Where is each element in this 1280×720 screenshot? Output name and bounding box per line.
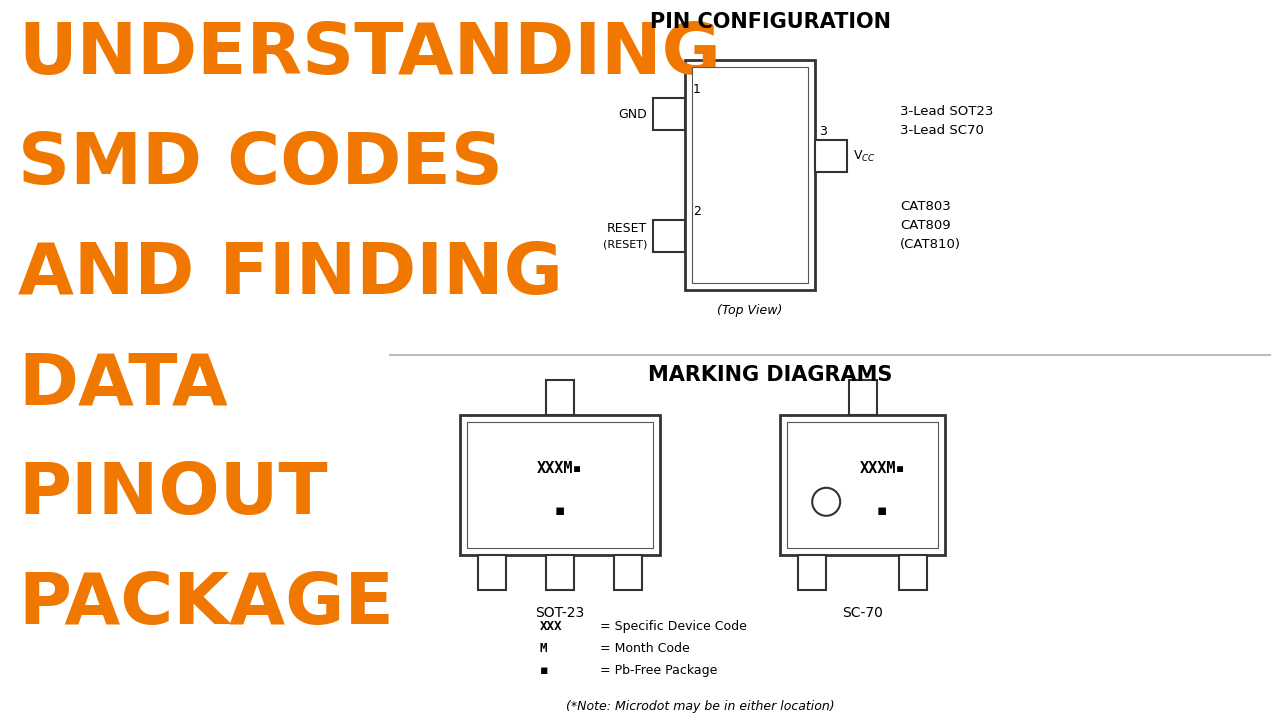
Bar: [899, 555, 927, 590]
Text: ▪: ▪: [554, 503, 566, 518]
Text: (Top View): (Top View): [717, 304, 782, 317]
Text: SMD CODES: SMD CODES: [18, 130, 503, 199]
Bar: [797, 555, 826, 590]
Bar: [787, 422, 938, 548]
Text: AND FINDING: AND FINDING: [18, 240, 563, 309]
Text: XXXM▪: XXXM▪: [859, 461, 905, 476]
Text: (RESET): (RESET): [603, 239, 646, 249]
Text: PIN CONFIGURATION: PIN CONFIGURATION: [649, 12, 891, 32]
Text: 2: 2: [692, 205, 701, 218]
Text: UNDERSTANDING: UNDERSTANDING: [18, 20, 721, 89]
Bar: [460, 415, 660, 555]
Text: (*Note: Microdot may be in either location): (*Note: Microdot may be in either locati…: [566, 700, 835, 713]
Bar: [547, 380, 573, 415]
Bar: [614, 555, 643, 590]
Bar: [653, 98, 685, 130]
Text: ▪: ▪: [877, 503, 887, 518]
Bar: [692, 67, 808, 283]
Text: 3: 3: [819, 125, 827, 138]
Text: PINOUT: PINOUT: [18, 460, 328, 529]
Text: XXX: XXX: [540, 620, 562, 633]
Text: RESET: RESET: [607, 222, 646, 235]
Text: MARKING DIAGRAMS: MARKING DIAGRAMS: [648, 365, 892, 385]
Bar: [815, 140, 847, 172]
Text: XXXM▪: XXXM▪: [538, 461, 582, 476]
Text: V$_{CC}$: V$_{CC}$: [852, 148, 876, 163]
Text: ▪: ▪: [540, 664, 549, 677]
Bar: [467, 422, 653, 548]
Text: = Pb-Free Package: = Pb-Free Package: [600, 664, 717, 677]
Text: SOT-23: SOT-23: [535, 606, 585, 620]
Text: M: M: [540, 642, 548, 655]
Text: SC-70: SC-70: [842, 606, 883, 620]
Text: PACKAGE: PACKAGE: [18, 570, 394, 639]
Bar: [780, 415, 945, 555]
Text: = Specific Device Code: = Specific Device Code: [600, 620, 746, 633]
Text: = Month Code: = Month Code: [600, 642, 690, 655]
Text: GND: GND: [618, 107, 646, 120]
Bar: [849, 380, 877, 415]
Text: 3-Lead SOT23
3-Lead SC70: 3-Lead SOT23 3-Lead SC70: [900, 105, 993, 137]
Text: CAT803
CAT809
(CAT810): CAT803 CAT809 (CAT810): [900, 200, 961, 251]
Bar: [685, 60, 815, 290]
Bar: [653, 220, 685, 252]
Bar: [477, 555, 506, 590]
Text: 1: 1: [692, 83, 701, 96]
Text: DATA: DATA: [18, 350, 228, 419]
Bar: [547, 555, 573, 590]
